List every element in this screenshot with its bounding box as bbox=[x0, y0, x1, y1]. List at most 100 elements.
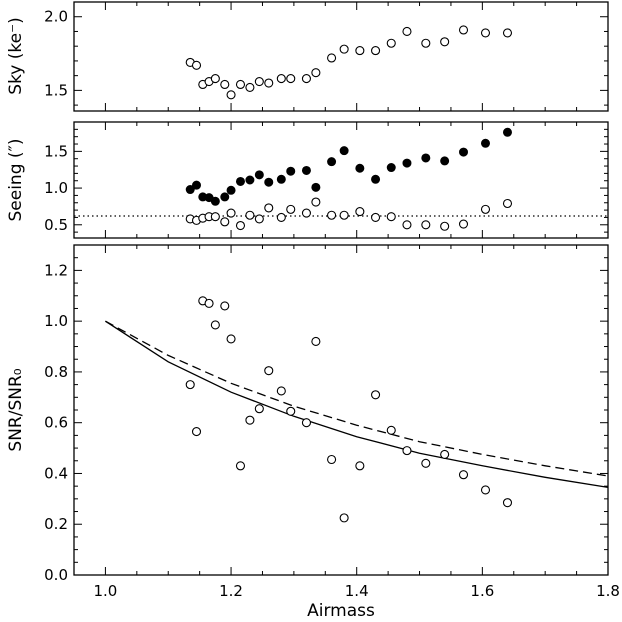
seeing-filled-point bbox=[276, 174, 286, 184]
sky-open-point bbox=[226, 90, 236, 100]
sky-open-point bbox=[402, 26, 412, 37]
seeing-filled-point bbox=[264, 177, 274, 187]
seeing-filled-point bbox=[254, 170, 264, 180]
sky-panel: 1.5 2.0 Sky (ke⁻) bbox=[6, 1, 609, 112]
seeing-frame bbox=[73, 121, 609, 239]
seeing-filled-point bbox=[339, 146, 349, 156]
snr-y-tick-label: 1.0 bbox=[44, 312, 68, 330]
seeing-filled-point bbox=[185, 185, 195, 195]
seeing-open-point bbox=[339, 210, 349, 220]
snr-y-axis-label: SNR/SNR₀ bbox=[6, 368, 26, 451]
seeing-open-point bbox=[458, 219, 469, 229]
seeing-filled-point bbox=[286, 166, 296, 176]
seeing-filled-point bbox=[235, 176, 245, 186]
snr-open-point bbox=[235, 461, 246, 471]
seeing-open-point bbox=[371, 212, 381, 222]
seeing-filled-point bbox=[226, 185, 236, 195]
snr-x-tick-label: 1.6 bbox=[470, 582, 494, 600]
sky-frame bbox=[73, 1, 609, 112]
seeing-filled-point bbox=[220, 192, 230, 202]
sky-open-point bbox=[254, 76, 264, 87]
seeing-open-point bbox=[355, 207, 365, 217]
sky-open-point bbox=[440, 37, 450, 47]
sky-open-point bbox=[386, 38, 396, 48]
seeing-open-point bbox=[264, 203, 274, 213]
seeing-filled-point bbox=[301, 165, 311, 175]
snr-dashed-curve bbox=[105, 320, 609, 477]
seeing-open-point bbox=[210, 212, 220, 222]
seeing-open-point bbox=[311, 197, 321, 207]
seeing-filled-point bbox=[210, 196, 220, 206]
seeing-filled-point bbox=[480, 138, 490, 148]
snr-y-tick-label: 0.8 bbox=[44, 363, 68, 381]
x-axis-label: Airmass bbox=[307, 601, 375, 621]
seeing-open-point bbox=[286, 204, 296, 214]
seeing-open-point bbox=[235, 220, 246, 231]
sky-open-point bbox=[502, 28, 513, 38]
snr-open-point bbox=[276, 386, 286, 396]
seeing-open-point bbox=[480, 204, 491, 214]
snr-open-point bbox=[458, 470, 469, 480]
sky-open-point bbox=[264, 78, 274, 88]
seeing-filled-point bbox=[459, 147, 469, 157]
seeing-y-tick-label: 1.5 bbox=[44, 142, 68, 160]
seeing-open-point bbox=[254, 214, 264, 224]
snr-frame bbox=[73, 244, 609, 576]
seeing-open-point bbox=[327, 210, 337, 220]
snr-open-point bbox=[286, 406, 296, 416]
snr-open-point bbox=[311, 336, 321, 347]
seeing-open-point bbox=[421, 220, 431, 230]
snr-open-point bbox=[254, 404, 264, 414]
seeing-filled-point bbox=[192, 180, 202, 190]
seeing-panel: 0.5 1.0 1.5 Seeing (″) bbox=[6, 121, 609, 239]
sky-open-point bbox=[191, 60, 202, 70]
snr-open-point bbox=[191, 427, 202, 437]
sky-open-point bbox=[286, 74, 296, 84]
snr-open-point bbox=[226, 334, 236, 344]
seeing-open-point bbox=[226, 208, 236, 218]
snr-open-point bbox=[245, 415, 255, 425]
snr-open-point bbox=[220, 301, 230, 311]
sky-open-point bbox=[355, 46, 365, 56]
sky-y-tick-label: 1.5 bbox=[44, 81, 68, 99]
seeing-y-tick-label: 1.0 bbox=[44, 179, 68, 197]
snr-x-tick-label: 1.4 bbox=[345, 582, 369, 600]
sky-open-point bbox=[339, 44, 349, 54]
seeing-filled-point bbox=[311, 182, 321, 192]
sky-open-point bbox=[327, 53, 337, 63]
snr-open-point bbox=[502, 498, 513, 508]
snr-open-point bbox=[402, 446, 412, 456]
snr-open-point bbox=[386, 425, 396, 435]
snr-y-tick-label: 1.2 bbox=[44, 261, 68, 279]
sky-open-point bbox=[235, 79, 246, 90]
seeing-open-point bbox=[502, 198, 513, 209]
seeing-open-point bbox=[402, 220, 412, 230]
snr-open-point bbox=[210, 320, 220, 330]
seeing-y-tick-label: 0.5 bbox=[44, 216, 68, 234]
snr-x-tick-label: 1.0 bbox=[93, 582, 117, 600]
seeing-filled-point bbox=[440, 156, 450, 166]
seeing-filled-point bbox=[386, 163, 396, 173]
snr-solid-curve bbox=[105, 320, 609, 489]
seeing-open-point bbox=[220, 217, 230, 227]
sky-y-axis-label: Sky (ke⁻) bbox=[6, 17, 26, 94]
seeing-open-point bbox=[301, 208, 311, 218]
sky-open-point bbox=[220, 79, 230, 90]
snr-open-point bbox=[264, 366, 274, 376]
snr-y-tick-label: 0.6 bbox=[44, 414, 68, 432]
snr-open-point bbox=[327, 454, 337, 465]
snr-panel: 0.0 0.2 0.4 0.6 0.8 1.0 1.2 1.0 1.2 1.4 1.6 1.8 SNR/… bbox=[6, 244, 620, 621]
seeing-filled-point bbox=[371, 174, 381, 184]
snr-open-point bbox=[355, 461, 365, 471]
snr-open-point bbox=[339, 513, 349, 523]
snr-y-tick-label: 0.2 bbox=[44, 515, 68, 533]
sky-y-tick-label: 2.0 bbox=[44, 8, 68, 26]
snr-open-point bbox=[204, 298, 214, 308]
seeing-filled-point bbox=[402, 158, 412, 168]
snr-open-point bbox=[371, 390, 381, 400]
snr-open-point bbox=[440, 449, 450, 459]
sky-open-point bbox=[371, 46, 381, 56]
snr-open-point bbox=[185, 380, 195, 390]
sky-open-point bbox=[210, 74, 220, 84]
seeing-open-point bbox=[245, 210, 255, 220]
